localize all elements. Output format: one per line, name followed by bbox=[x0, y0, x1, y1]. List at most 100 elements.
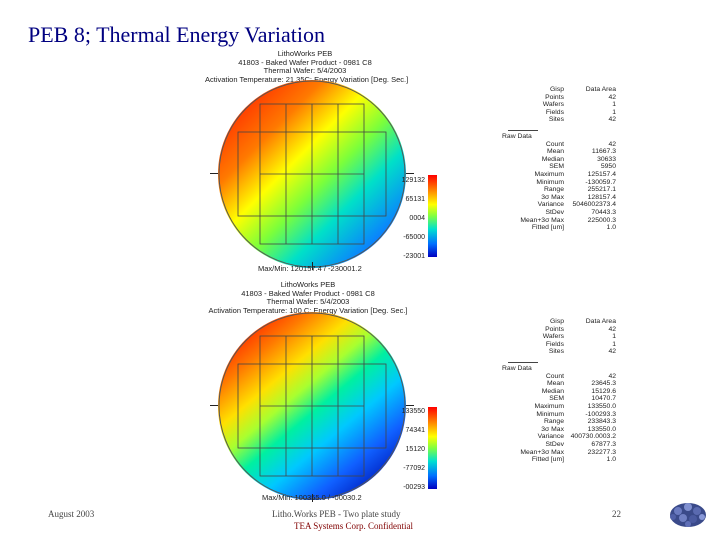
map1-stat-value: 42 bbox=[608, 116, 616, 124]
map1-raw-value: 30633 bbox=[597, 155, 616, 163]
map2-scale-max: 133550 bbox=[401, 408, 425, 415]
map1-header: LithoWorks PEB 41803 - Baked Wafer Produ… bbox=[205, 49, 409, 84]
map2-stats-col1: Gisp bbox=[550, 318, 564, 325]
map1-stat-label: Wafers bbox=[542, 101, 564, 109]
map1-raw-label: Maximum bbox=[534, 170, 564, 178]
map1-maxmin: Max/Min: 120157.4 / -230001.2 bbox=[258, 264, 362, 273]
map2-raw-value: 133550.0 bbox=[587, 402, 616, 410]
map1-notch-left bbox=[210, 173, 218, 174]
map2-notch-bottom bbox=[312, 494, 313, 502]
map1-scale-max: 129132 bbox=[401, 177, 425, 184]
map1-stat-label: Fields bbox=[545, 108, 564, 116]
map1-raw-label: SEM bbox=[549, 163, 564, 171]
map1-header-line1: LithoWorks PEB bbox=[277, 49, 333, 58]
map1-raw-value: 70443.3 bbox=[591, 208, 616, 216]
map1-stat-value: 1 bbox=[612, 108, 616, 116]
map1-raw-label: Range bbox=[543, 186, 564, 194]
map1-header-line2: 41803 - Baked Wafer Product - 0981 C8 bbox=[238, 57, 372, 67]
map1-raw-value: 5950 bbox=[600, 163, 616, 171]
map2-notch-right bbox=[406, 405, 414, 406]
footer-date: August 2003 bbox=[48, 509, 95, 519]
map1-raw-value: 225000.3 bbox=[587, 216, 616, 224]
map2-header-line1: LithoWorks PEB bbox=[280, 280, 336, 289]
map1-scale-mid: 0004 bbox=[409, 215, 425, 222]
map1-stats-col1: Gisp bbox=[550, 86, 564, 93]
map2-header-line3: Thermal Wafer: 5/4/2003 bbox=[266, 297, 350, 307]
map2-wafer-contour bbox=[218, 312, 406, 500]
map1-divider bbox=[508, 129, 538, 131]
map1-raw-label: StDev bbox=[545, 208, 564, 216]
map2-raw-value: 15129.6 bbox=[591, 387, 616, 395]
map2-stat-value: 42 bbox=[608, 325, 616, 333]
map2-scale-min: -00293 bbox=[403, 484, 425, 491]
map1-raw-value: 11667.3 bbox=[591, 148, 616, 156]
map2-stat-label: Wafers bbox=[542, 333, 564, 341]
map1-notch-bottom bbox=[312, 262, 313, 270]
map1-raw-label: Fitted [um] bbox=[531, 224, 564, 232]
map2-raw-label: 3σ Max bbox=[541, 425, 564, 433]
map1-raw-label: Minimum bbox=[536, 178, 564, 186]
map1-scale-min: -23001 bbox=[403, 253, 425, 260]
map1-notch-right bbox=[406, 173, 414, 174]
map2-header-line4: Activation Temperature: 100 C; Energy Va… bbox=[208, 305, 408, 315]
footer-confidential: TEA Systems Corp. Confidential bbox=[294, 521, 413, 531]
map2-colorbar bbox=[428, 407, 437, 489]
map2-scale-4: -77092 bbox=[403, 465, 425, 472]
map1-colorbar bbox=[428, 175, 437, 257]
map2-raw-label: Maximum bbox=[534, 402, 564, 410]
map2-raw-value: 42 bbox=[608, 372, 616, 380]
map2-raw-value: 133550.0 bbox=[587, 425, 616, 433]
map2-header-line2: 41803 - Baked Wafer Product - 0981 C8 bbox=[241, 288, 375, 298]
map2-raw-value: 23645.3 bbox=[591, 380, 616, 388]
map2-raw-title: Raw Data bbox=[502, 364, 532, 372]
map1-raw-label: Mean bbox=[546, 148, 564, 156]
map2-raw-label: Fitted [um] bbox=[531, 456, 564, 464]
map2-raw-label: StDev bbox=[545, 440, 564, 448]
map2-raw-label: Variance bbox=[537, 433, 564, 441]
map1-raw-value: -130059.7 bbox=[585, 178, 616, 186]
map1-stat-value: 42 bbox=[608, 93, 616, 101]
map2-notch-left bbox=[210, 405, 218, 406]
map2-raw-label: Minimum bbox=[536, 410, 564, 418]
map2-raw-label: SEM bbox=[549, 395, 564, 403]
map1-raw-value: 128157.4 bbox=[587, 193, 616, 201]
map1-raw-title: Raw Data bbox=[502, 132, 532, 140]
map2-raw-label: Mean bbox=[546, 380, 564, 388]
map1-raw-value: 1.0 bbox=[606, 224, 616, 232]
map2-raw-value: -100293.3 bbox=[585, 410, 616, 418]
map1-scale-4: -65000 bbox=[403, 234, 425, 241]
map1-scale-2: 65131 bbox=[405, 196, 425, 203]
map1-raw-label: Count bbox=[545, 140, 564, 148]
slide-title: PEB 8; Thermal Energy Variation bbox=[28, 22, 325, 47]
map1-raw-label: Mean+3σ Max bbox=[520, 216, 564, 224]
company-logo bbox=[664, 497, 710, 531]
map2-raw-label: Count bbox=[545, 372, 564, 380]
map1-header-line4: Activation Temperature: 21.35C; Energy V… bbox=[205, 74, 409, 84]
map2-stats-col2: Data Area bbox=[585, 318, 616, 325]
map1-raw-value: 5046002373.4 bbox=[572, 201, 616, 209]
map1-raw-value: 255217.1 bbox=[587, 186, 616, 194]
map2-raw-value: 400730.0003.2 bbox=[570, 433, 616, 441]
map1-raw-value: 125157.4 bbox=[587, 170, 616, 178]
map2-raw-label: Median bbox=[541, 387, 564, 395]
map1-wafer-contour bbox=[218, 80, 406, 268]
map2-raw-label: Mean+3σ Max bbox=[520, 448, 564, 456]
map1-stats-col2: Data Area bbox=[585, 86, 616, 93]
map2-scale-mid: 15120 bbox=[405, 446, 425, 453]
map1-raw-label: Median bbox=[541, 155, 564, 163]
map2-raw-value: 10470.7 bbox=[591, 395, 616, 403]
map2-raw-value: 67877.3 bbox=[591, 440, 616, 448]
map1-stat-value: 1 bbox=[612, 101, 616, 109]
map2-maxmin: Max/Min: 100355.0 / -00030.2 bbox=[262, 493, 362, 502]
map2-stat-label: Points bbox=[545, 325, 564, 333]
map2-raw-value: 233843.3 bbox=[587, 418, 616, 426]
map2-stat-label: Sites bbox=[548, 348, 564, 356]
map2-scale-2: 74341 bbox=[405, 427, 425, 434]
map1-raw-value: 42 bbox=[608, 140, 616, 148]
page-number: 22 bbox=[612, 509, 621, 519]
map1-stat-label: Points bbox=[545, 93, 564, 101]
map2-header: LithoWorks PEB 41803 - Baked Wafer Produ… bbox=[208, 280, 408, 315]
footer-study: Litho.Works PEB - Two plate study bbox=[272, 509, 401, 519]
map1-raw-label: Variance bbox=[537, 201, 564, 209]
map2-stat-value: 1 bbox=[612, 340, 616, 348]
